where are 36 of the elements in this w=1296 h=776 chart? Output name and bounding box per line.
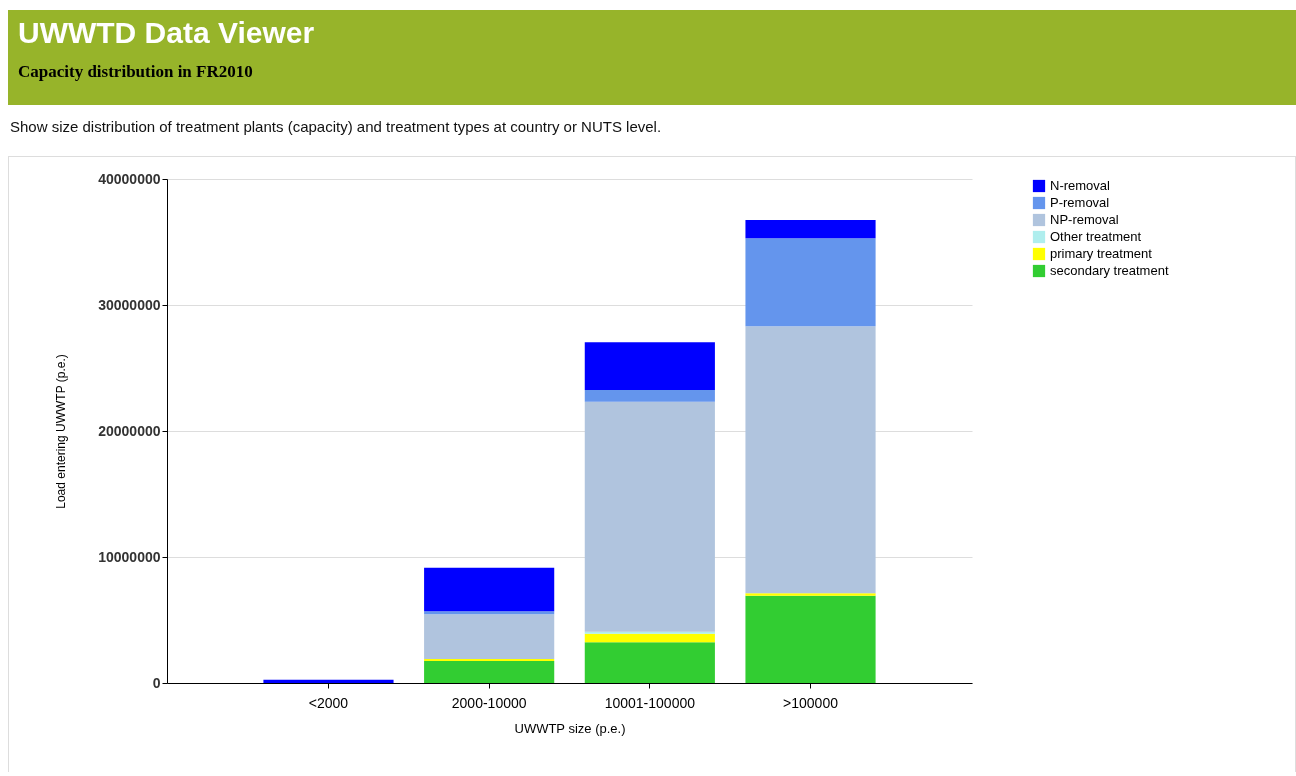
chart-subtitle: Capacity distribution in FR2010 bbox=[18, 62, 254, 82]
chart-title: UWWTD Data Viewer bbox=[18, 16, 316, 50]
legend-label: N-removal bbox=[1050, 178, 1111, 193]
bar bbox=[584, 642, 715, 683]
legend-label: NP-removal bbox=[1050, 212, 1119, 227]
y-axis-title: Load entering UWWTP (p.e.) bbox=[54, 354, 69, 509]
x-axis-title: UWWTP size (p.e.) bbox=[514, 720, 626, 736]
y-tick-label: 0 bbox=[152, 674, 161, 691]
y-tick-label: 20000000 bbox=[98, 422, 161, 439]
text: Show size distribution of treatment plants (capacity) and treatment types at country or NUTS level. bbox=[10, 118, 662, 135]
bar bbox=[745, 219, 876, 239]
bar bbox=[584, 633, 715, 643]
x-tick-label: >100000 bbox=[783, 694, 839, 711]
legend-label: primary treatment bbox=[1050, 246, 1153, 261]
bar bbox=[263, 679, 394, 683]
legend-label: secondary treatment bbox=[1050, 263, 1169, 278]
bar bbox=[745, 326, 876, 594]
legend-label: P-removal bbox=[1050, 195, 1110, 210]
bar bbox=[584, 631, 715, 634]
bar bbox=[745, 238, 876, 327]
y-tick-label: 40000000 bbox=[98, 170, 161, 187]
x-tick-label: 10001-100000 bbox=[604, 694, 696, 711]
legend-label: Other treatment bbox=[1050, 229, 1142, 244]
bar bbox=[424, 660, 555, 683]
bar bbox=[745, 595, 876, 683]
bar bbox=[424, 567, 555, 612]
bar bbox=[424, 614, 555, 660]
y-tick-label: 10000000 bbox=[98, 548, 161, 565]
x-tick-label: 2000-10000 bbox=[451, 694, 527, 711]
bar bbox=[745, 593, 876, 596]
y-tick-label: 30000000 bbox=[98, 296, 161, 313]
bar bbox=[584, 390, 715, 402]
bar bbox=[584, 342, 715, 391]
bar bbox=[424, 611, 555, 615]
bar bbox=[584, 401, 715, 632]
x-tick-label: <2000 bbox=[308, 694, 349, 711]
